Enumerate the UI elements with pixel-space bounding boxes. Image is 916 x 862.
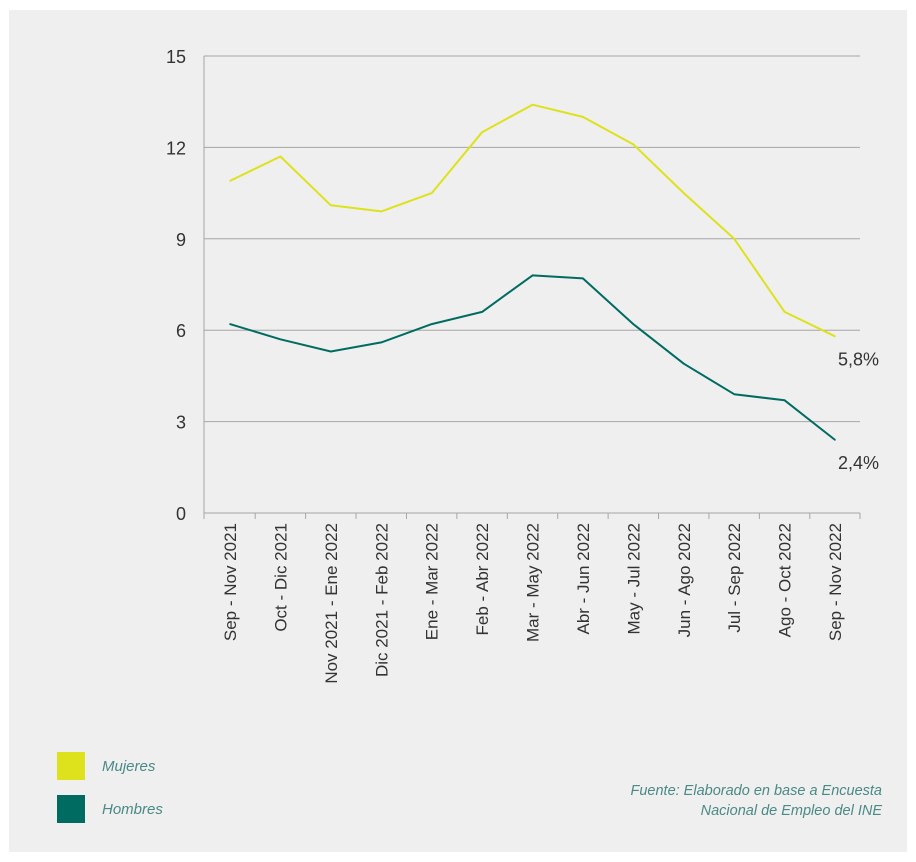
y-tick-label: 9 xyxy=(176,230,186,250)
data-point-hombres xyxy=(582,277,584,280)
data-point-mujeres xyxy=(531,103,534,106)
end-label-mujeres: 5,8% xyxy=(838,349,879,369)
data-point-mujeres xyxy=(632,143,635,146)
data-point-hombres xyxy=(531,274,534,277)
x-tick-label: Sep - Nov 2021 xyxy=(221,523,240,641)
data-point-hombres xyxy=(682,362,685,365)
source-line-1: Fuente: Elaborado en base a Encuesta xyxy=(630,783,882,799)
data-point-hombres xyxy=(430,323,433,325)
data-point-mujeres xyxy=(380,210,383,213)
end-labels: 5,8% 2,4% xyxy=(838,349,879,473)
x-tick-label: Ago - Oct 2022 xyxy=(776,523,795,637)
data-point-mujeres xyxy=(582,116,584,118)
data-point-mujeres xyxy=(783,311,786,313)
legend-swatch-hombres xyxy=(57,795,85,823)
x-tick-label: Sep - Nov 2022 xyxy=(826,523,845,641)
legend-swatch-mujeres xyxy=(57,752,85,780)
data-point-mujeres xyxy=(733,238,735,240)
data-point-mujeres xyxy=(330,204,332,207)
data-point-mujeres xyxy=(834,335,836,338)
data-point-mujeres xyxy=(430,192,433,194)
x-tick-label: Ene - Mar 2022 xyxy=(423,523,442,640)
data-point-hombres xyxy=(632,323,635,325)
data-point-mujeres xyxy=(229,180,231,182)
x-tick-label: Abr - Jun 2022 xyxy=(574,523,593,635)
data-point-hombres xyxy=(834,439,836,441)
x-axis-ticks: Sep - Nov 2021 Oct - Dic 2021 Nov 2021 - E… xyxy=(203,513,861,684)
data-point-hombres xyxy=(733,393,735,395)
data-point-hombres xyxy=(279,338,282,341)
data-point-mujeres xyxy=(481,131,483,133)
x-tick-label: Dic 2021 - Feb 2022 xyxy=(372,523,391,677)
x-tick-label: Oct - Dic 2021 xyxy=(271,523,290,632)
y-tick-label: 0 xyxy=(176,504,186,524)
data-point-hombres xyxy=(783,399,786,402)
source-line-2: Nacional de Empleo del INE xyxy=(700,803,882,819)
chart-panel xyxy=(9,10,907,852)
y-tick-label: 15 xyxy=(166,47,186,67)
data-point-mujeres xyxy=(279,155,282,158)
y-tick-label: 6 xyxy=(176,321,186,341)
grid-lines xyxy=(203,55,860,514)
x-tick-label: Jul - Sep 2022 xyxy=(725,523,744,633)
legend-label-hombres: Hombres xyxy=(102,801,163,818)
y-tick-label: 3 xyxy=(176,413,186,433)
data-point-hombres xyxy=(229,323,231,325)
x-tick-label: May - Jul 2022 xyxy=(624,523,643,635)
x-tick-label: Jun - Ago 2022 xyxy=(675,523,694,637)
legend-label-mujeres: Mujeres xyxy=(102,758,156,775)
source-note: Fuente: Elaborado en base a Encuesta Nac… xyxy=(542,781,882,821)
end-label-hombres: 2,4% xyxy=(838,453,879,473)
data-point-hombres xyxy=(481,311,483,313)
series-lines xyxy=(229,103,836,441)
x-tick-label: Nov 2021 - Ene 2022 xyxy=(322,523,341,684)
data-point-hombres xyxy=(330,350,332,353)
x-tick-label: Feb - Abr 2022 xyxy=(473,523,492,635)
series-line-hombres xyxy=(229,274,836,441)
y-tick-label: 12 xyxy=(166,138,186,158)
x-tick-label: Mar - May 2022 xyxy=(524,523,543,642)
data-point-hombres xyxy=(380,341,383,344)
series-line-mujeres xyxy=(229,103,836,338)
data-point-mujeres xyxy=(682,192,685,194)
y-axis-ticks: 0 3 6 9 12 15 xyxy=(166,47,186,524)
